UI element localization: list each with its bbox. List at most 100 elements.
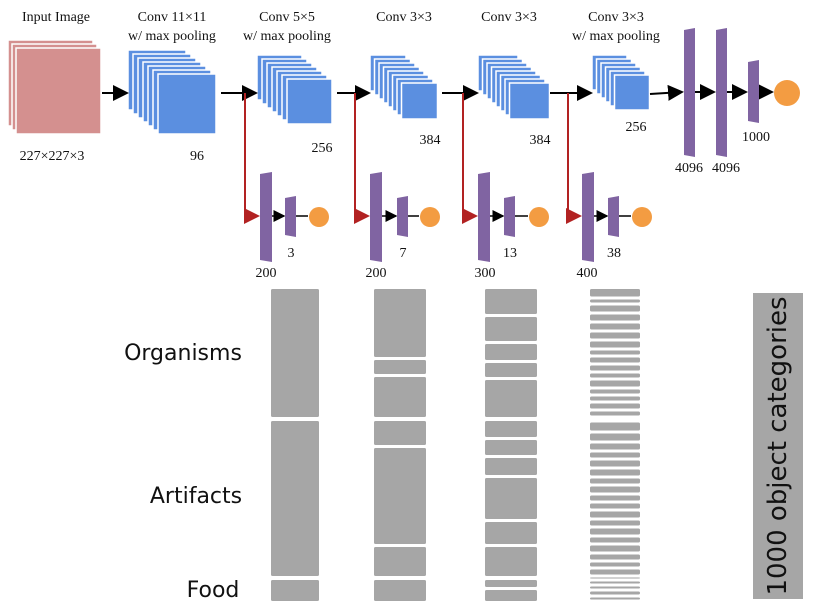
category-segment	[485, 344, 537, 360]
group-label-artifacts: Artifacts	[150, 484, 242, 509]
branch-arrow	[244, 93, 260, 224]
category-segment	[590, 591, 640, 595]
fc-layers: 4096 4096 1000	[675, 28, 800, 176]
category-segment	[485, 289, 537, 314]
category-segment	[590, 389, 640, 394]
branch-hidden-layer	[260, 172, 272, 262]
branch-3-output-size: 13	[503, 246, 517, 261]
input-image-size: 227×227×3	[20, 149, 85, 164]
conv-layer-2-subtitle: w/ max pooling	[243, 29, 331, 44]
category-bars	[271, 289, 640, 601]
conv-layer-2-channels: 256	[312, 141, 333, 156]
fc-layer-1-size: 4096	[675, 161, 703, 176]
conv-feature-map	[613, 74, 651, 111]
category-segment	[590, 486, 640, 493]
fc-layer-3	[748, 60, 759, 123]
conv-layer-3: Conv 3×3 384	[369, 10, 441, 148]
main-flow-arrows	[102, 84, 774, 101]
conv-feature-map	[508, 82, 551, 120]
category-segment	[590, 452, 640, 458]
branch-output-node	[529, 207, 549, 227]
branch-output-layer	[285, 196, 296, 237]
conv-feature-map	[286, 78, 333, 125]
category-segment	[590, 577, 640, 579]
conv-feature-map	[400, 82, 439, 120]
category-segment	[590, 365, 640, 371]
category-segment	[590, 332, 640, 339]
category-segment	[590, 411, 640, 416]
conv-feature-map	[157, 73, 217, 135]
category-segment	[374, 580, 426, 601]
category-segment	[590, 545, 640, 552]
category-segment	[590, 581, 640, 584]
category-segment	[590, 396, 640, 401]
input-image-title: Input Image	[22, 10, 90, 25]
category-segment	[590, 357, 640, 363]
category-segment	[590, 520, 640, 526]
category-segment	[485, 363, 537, 377]
category-segment	[485, 522, 537, 544]
branch-output-node	[632, 207, 652, 227]
input-image-layer	[15, 47, 102, 135]
conv-layer-5: Conv 3×3 w/ max pooling 256	[572, 10, 660, 135]
category-segment	[590, 373, 640, 378]
category-segment	[590, 350, 640, 355]
conv-layer-1-subtitle: w/ max pooling	[128, 29, 216, 44]
main-arrow	[649, 84, 684, 101]
conv-layer-5-channels: 256	[626, 120, 647, 135]
conv-layer-4-title: Conv 3×3	[481, 10, 537, 25]
branch-hidden-layer	[370, 172, 382, 262]
category-segment	[590, 341, 640, 348]
category-segment	[590, 403, 640, 409]
category-segment	[590, 460, 640, 467]
category-segment	[590, 554, 640, 560]
conv-layer-2-title: Conv 5×5	[259, 10, 315, 25]
category-segment	[590, 503, 640, 509]
fc-layer-3-size: 1000	[742, 130, 770, 145]
branch-output-layer	[608, 196, 619, 237]
conv-layer-2: Conv 5×5 w/ max pooling 256	[243, 10, 333, 156]
branch-arrow	[566, 93, 582, 224]
conv-layer-1-channels: 96	[190, 149, 204, 164]
category-segment	[485, 380, 537, 417]
branch-hidden-layer	[582, 172, 594, 262]
category-segment	[590, 323, 640, 330]
category-segment	[590, 314, 640, 321]
category-segment	[374, 377, 426, 417]
category-segment	[590, 528, 640, 535]
branch-1-output-size: 3	[288, 246, 295, 261]
branch-output-node	[420, 207, 440, 227]
branch-4-output-size: 38	[607, 246, 621, 261]
category-segment	[590, 289, 640, 297]
branch-2-hidden-size: 200	[366, 266, 387, 281]
conv-layer-4: Conv 3×3 384	[477, 10, 551, 148]
category-segment	[590, 469, 640, 476]
category-segment	[271, 289, 319, 417]
category-segment	[485, 458, 537, 475]
category-segment	[590, 299, 640, 303]
category-segment	[590, 597, 640, 600]
category-segment	[590, 562, 640, 567]
category-segment	[374, 547, 426, 576]
category-segment	[374, 448, 426, 544]
conv-layer-1: Conv 11×11 w/ max pooling 96	[127, 10, 217, 164]
category-segment	[374, 421, 426, 445]
input-image-block: Input Image 227×227×3	[7, 10, 102, 164]
branch-2-output-size: 7	[400, 246, 407, 261]
categories-vertical-label: 1000 object categories	[763, 296, 793, 596]
category-segment	[590, 511, 640, 518]
branch-arrow	[462, 93, 478, 224]
branch-output-layer	[397, 196, 408, 237]
category-segment	[590, 433, 640, 441]
category-segment	[590, 495, 640, 501]
fc-layer-2-size: 4096	[712, 161, 740, 176]
branch-3-hidden-size: 300	[475, 266, 496, 281]
categories-label-box	[753, 293, 803, 599]
branch-output-node	[309, 207, 329, 227]
fc-layer-2	[716, 28, 727, 157]
category-segment	[485, 547, 537, 576]
category-segment	[485, 580, 537, 587]
conv-layer-3-title: Conv 3×3	[376, 10, 432, 25]
category-segment	[271, 580, 319, 601]
category-segment	[590, 569, 640, 575]
